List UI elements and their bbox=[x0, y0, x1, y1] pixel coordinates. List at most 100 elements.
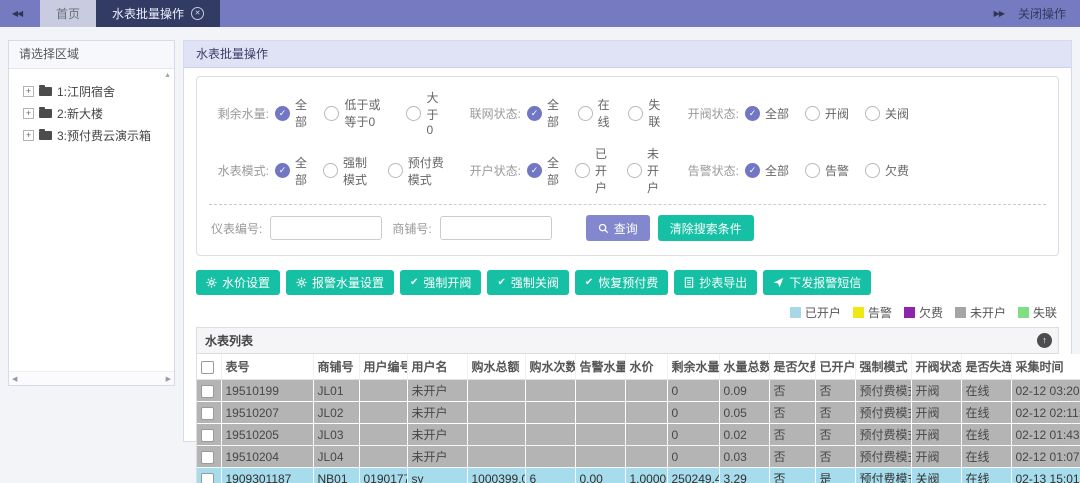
column-header[interactable]: 采集时间 bbox=[1011, 354, 1080, 380]
collapse-panel-icon[interactable]: ↑ bbox=[1037, 333, 1052, 348]
radio-option[interactable]: 告警 bbox=[805, 162, 849, 179]
scroll-tabs-right-icon[interactable]: ▶▶ bbox=[993, 9, 1005, 18]
radio-option-label: 预付费模式 bbox=[407, 155, 444, 187]
scroll-right-icon[interactable]: ▶ bbox=[165, 376, 171, 383]
table-cell bbox=[625, 445, 668, 468]
query-button[interactable]: 查询 bbox=[585, 215, 650, 241]
radio-option[interactable]: 失联 bbox=[628, 96, 663, 130]
shop-number-input[interactable] bbox=[439, 216, 552, 240]
button-label: 强制关阀 bbox=[510, 276, 559, 290]
column-header[interactable]: 购水总额 bbox=[467, 354, 526, 380]
radio-option[interactable]: ✓ 全部 bbox=[527, 96, 562, 130]
radio-option[interactable]: 低于或等于0 bbox=[324, 96, 390, 130]
radio-option[interactable]: ✓ 全部 bbox=[745, 105, 789, 122]
table-cell: 预付费模式 bbox=[855, 423, 912, 446]
scroll-up-icon[interactable]: ▲ bbox=[164, 72, 171, 79]
column-header[interactable]: 购水次数 bbox=[525, 354, 576, 380]
radio-option[interactable]: 关阀 bbox=[865, 105, 909, 122]
table-cell: 预付费模式 bbox=[855, 401, 912, 424]
legend-item: 已开户 bbox=[789, 304, 841, 321]
radio-option-label: 失联 bbox=[648, 98, 661, 129]
column-header[interactable]: 开阀状态 bbox=[911, 354, 962, 380]
column-header[interactable]: 是否失连 bbox=[961, 354, 1012, 380]
radio-option[interactable]: ✓ 全部 bbox=[527, 154, 559, 188]
radio-option[interactable]: 已开户 bbox=[575, 145, 611, 196]
tree-node[interactable]: +3:预付费云演示箱 bbox=[23, 125, 174, 145]
tree-node[interactable]: +1:江阴宿舍 bbox=[23, 81, 174, 101]
radio-option[interactable]: 欠费 bbox=[865, 162, 909, 179]
radio-option[interactable]: 大于0 bbox=[406, 89, 445, 137]
tree-horizontal-scrollbar[interactable]: ◀ ▶ bbox=[9, 371, 174, 385]
radio-option[interactable]: 未开户 bbox=[627, 145, 663, 196]
table-cell: JL04 bbox=[313, 445, 360, 468]
table-cell: 在线 bbox=[961, 401, 1012, 424]
column-header[interactable]: 告警水量 bbox=[575, 354, 626, 380]
radio-unchecked-icon bbox=[324, 105, 340, 121]
column-header[interactable]: 已开户 bbox=[815, 354, 856, 380]
force-open-valve-button[interactable]: ✔ 强制开阀 bbox=[400, 270, 482, 295]
column-header[interactable]: 用户编号 bbox=[359, 354, 408, 380]
row-checkbox[interactable] bbox=[201, 450, 214, 464]
radio-option[interactable]: ✓ 全部 bbox=[275, 154, 307, 188]
row-select-cell bbox=[197, 445, 222, 468]
radio-option-label: 大于0 bbox=[426, 91, 439, 137]
meter-number-input[interactable] bbox=[270, 216, 383, 240]
scroll-left-icon[interactable]: ◀ bbox=[12, 376, 18, 383]
close-operations-button[interactable]: 关闭操作 bbox=[1017, 7, 1066, 21]
table-cell: 02-12 03:20:39 bbox=[1011, 379, 1080, 402]
row-checkbox[interactable] bbox=[201, 428, 214, 442]
column-header[interactable]: 用户名 bbox=[407, 354, 468, 380]
tab-home[interactable]: 首页 bbox=[40, 0, 97, 27]
clear-search-button[interactable]: 清除搜索条件 bbox=[657, 215, 754, 241]
tab-bar-spacer bbox=[220, 0, 994, 27]
table-cell: 否 bbox=[769, 401, 816, 424]
radio-option[interactable]: ✓ 全部 bbox=[275, 96, 308, 130]
row-checkbox[interactable] bbox=[201, 406, 214, 420]
filter-box: 剩余水量: ✓ 全部 低于或等于0 大于0 联网状态: ✓ 全部 在线 失联 开阀状态: ✓ 全部 开阀 关… bbox=[196, 76, 1059, 256]
row-checkbox[interactable] bbox=[201, 384, 214, 398]
column-header[interactable]: 水量总数 bbox=[719, 354, 770, 380]
column-header[interactable]: 表号 bbox=[221, 354, 314, 380]
check-icon: ✔ bbox=[584, 277, 594, 288]
radio-option[interactable]: 强制模式 bbox=[323, 154, 372, 188]
scroll-tabs-left-icon[interactable]: ◀◀ bbox=[11, 9, 23, 18]
column-header[interactable]: 水价 bbox=[625, 354, 668, 380]
table-cell bbox=[625, 379, 668, 402]
close-tab-icon[interactable]: ✕ bbox=[191, 7, 205, 20]
check-icon: ✔ bbox=[410, 277, 419, 288]
table-cell bbox=[359, 379, 408, 402]
meter-export-button[interactable]: 抄表导出 bbox=[674, 270, 758, 295]
legend-label: 告警 bbox=[867, 306, 892, 320]
column-header[interactable]: 商铺号 bbox=[313, 354, 360, 380]
table-cell bbox=[359, 445, 408, 468]
radio-option[interactable]: 在线 bbox=[577, 96, 613, 130]
force-close-valve-button[interactable]: ✔ 强制关阀 bbox=[487, 270, 569, 295]
radio-option[interactable]: 预付费模式 bbox=[387, 154, 445, 188]
table-row[interactable]: 1909301187NB010190177sy1000399.0060.001.… bbox=[197, 467, 1080, 483]
expand-icon[interactable]: + bbox=[23, 85, 34, 97]
table-cell: 在线 bbox=[961, 423, 1012, 446]
row-checkbox[interactable] bbox=[201, 472, 214, 483]
send-alarm-sms-button[interactable]: 下发报警短信 bbox=[763, 270, 872, 295]
restore-prepaid-button[interactable]: ✔ 恢复预付费 bbox=[574, 270, 669, 295]
table-cell: 否 bbox=[769, 445, 816, 468]
select-all-checkbox[interactable] bbox=[201, 360, 214, 374]
water-price-settings-button[interactable]: 水价设置 bbox=[196, 270, 281, 295]
radio-option[interactable]: ✓ 全部 bbox=[745, 162, 789, 179]
radio-option[interactable]: 开阀 bbox=[805, 105, 849, 122]
tree-node[interactable]: +2:新大楼 bbox=[23, 103, 174, 123]
column-header[interactable]: 剩余水量 bbox=[667, 354, 720, 380]
column-header[interactable]: 强制模式 bbox=[855, 354, 912, 380]
expand-icon[interactable]: + bbox=[23, 129, 34, 141]
expand-icon[interactable]: + bbox=[23, 107, 34, 119]
tab-water-meter-batch[interactable]: 水表批量操作 ✕ bbox=[96, 0, 221, 27]
alarm-volume-settings-button[interactable]: 报警水量设置 bbox=[286, 270, 395, 295]
column-header[interactable]: 是否欠费 bbox=[769, 354, 816, 380]
query-button-label: 查询 bbox=[613, 221, 638, 236]
table-cell bbox=[625, 423, 668, 446]
table-cell: 在线 bbox=[961, 379, 1012, 402]
